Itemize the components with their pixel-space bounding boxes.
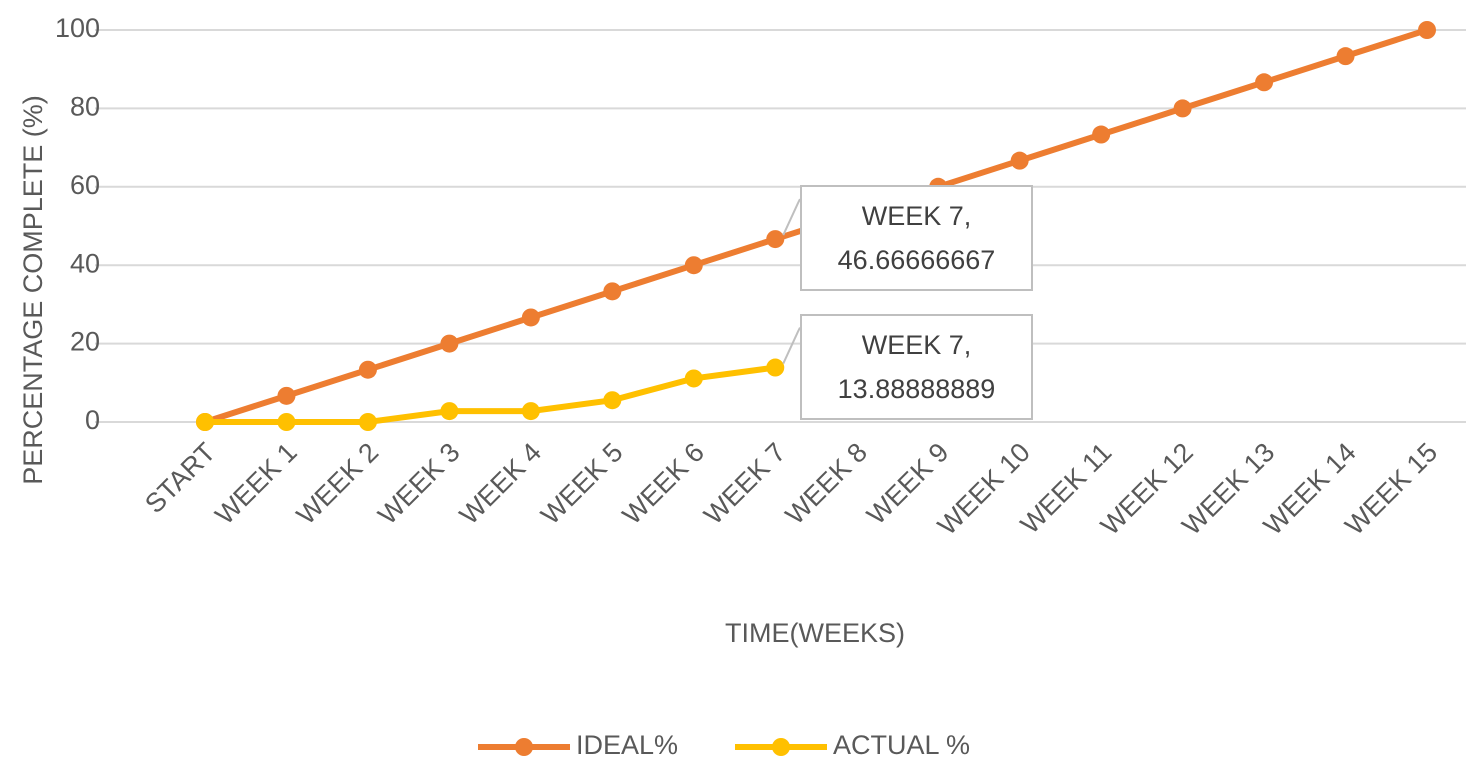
y-tick-label: 80 bbox=[70, 92, 100, 122]
point bbox=[684, 256, 703, 275]
y-tick-label: 20 bbox=[70, 327, 100, 357]
point bbox=[1173, 99, 1192, 118]
point bbox=[196, 413, 214, 431]
y-tick-label: 40 bbox=[70, 248, 100, 278]
y-tick-label: 60 bbox=[70, 170, 100, 200]
point bbox=[684, 369, 703, 388]
x-tick-label: WEEK 4 bbox=[454, 437, 547, 530]
point bbox=[1092, 125, 1111, 144]
point bbox=[1336, 47, 1355, 66]
point bbox=[603, 282, 622, 301]
x-tick-label: WEEK 5 bbox=[535, 437, 628, 530]
x-tick-label: WEEK 2 bbox=[291, 437, 384, 530]
x-tick-label: START bbox=[139, 437, 221, 519]
point bbox=[277, 413, 296, 431]
legend-marker bbox=[515, 738, 533, 756]
x-axis-title: TIME(WEEKS) bbox=[725, 618, 905, 648]
legend-label: IDEAL% bbox=[576, 730, 678, 760]
point bbox=[358, 360, 377, 379]
point bbox=[766, 358, 785, 377]
x-tick-label: WEEK 1 bbox=[209, 437, 302, 530]
point bbox=[277, 386, 296, 405]
point bbox=[521, 308, 540, 327]
point bbox=[440, 334, 459, 353]
x-tick-label: WEEK 8 bbox=[780, 437, 873, 530]
y-tick-label: 100 bbox=[55, 13, 100, 43]
point bbox=[1255, 73, 1274, 92]
point bbox=[521, 402, 540, 421]
callout-leader bbox=[782, 198, 801, 236]
data-label: WEEK 7, 13.88888889 bbox=[800, 313, 1033, 420]
data-label: WEEK 7, 46.66666667 bbox=[800, 185, 1033, 292]
y-tick-label: 0 bbox=[85, 405, 100, 435]
point bbox=[358, 413, 377, 431]
series-line bbox=[205, 364, 776, 425]
x-tick-label: WEEK 7 bbox=[698, 437, 791, 530]
x-tick-label: WEEK 3 bbox=[372, 437, 465, 530]
legend-label: ACTUAL % bbox=[833, 730, 970, 760]
legend-marker bbox=[772, 738, 790, 756]
point bbox=[1418, 21, 1436, 39]
x-tick-label: WEEK 6 bbox=[617, 437, 710, 530]
callout-leader bbox=[782, 327, 801, 364]
point bbox=[766, 230, 785, 249]
point bbox=[603, 391, 622, 410]
point bbox=[440, 402, 459, 421]
point bbox=[1010, 151, 1029, 170]
y-axis-title: PERCENTAGE COMPLETE (%) bbox=[18, 95, 48, 485]
